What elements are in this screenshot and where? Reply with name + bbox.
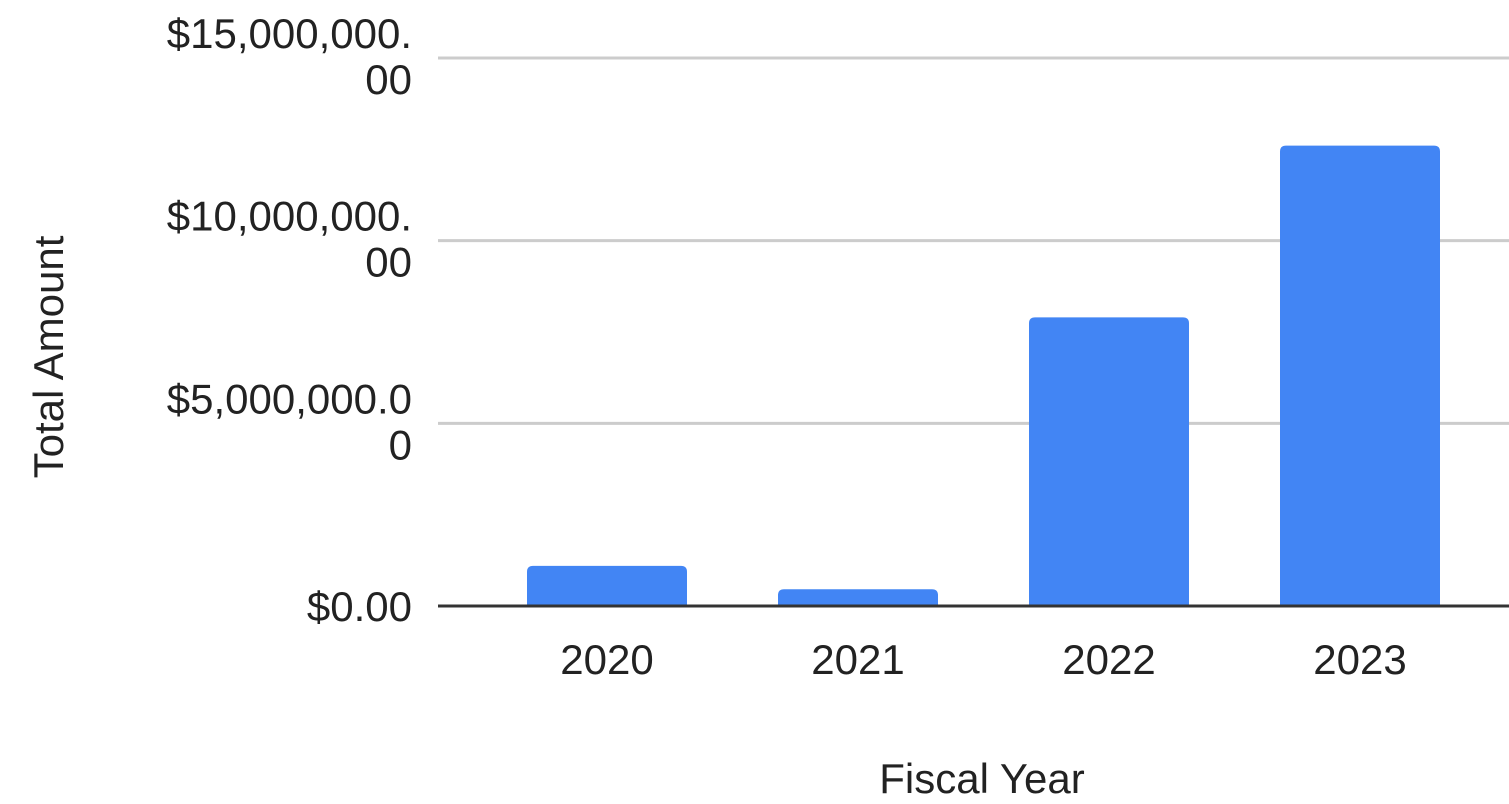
y-tick-label: $5,000,000.0 0 [167,375,412,468]
x-tick-label: 2022 [1062,636,1155,683]
y-axis-title: Total Amount [25,235,72,478]
y-tick-label: $15,000,000. 00 [167,10,412,103]
bar-2023 [1280,145,1440,606]
bar-2022 [1029,317,1189,606]
x-tick-label: 2021 [811,636,904,683]
x-tick-label: 2023 [1313,636,1406,683]
y-tick-label: $0.00 [307,583,412,630]
bar-2021 [778,589,938,606]
bar-2020 [527,565,687,606]
y-tick-label: $10,000,000. 00 [167,193,412,286]
y-axis-tick-labels: $0.00 $5,000,000.0 0 $10,000,000. 00 $15,000,… [167,10,412,630]
bars [527,145,1440,606]
x-axis-title: Fiscal Year [879,755,1084,802]
x-tick-label: 2020 [560,636,653,683]
x-axis-tick-labels: 2020 2021 2022 2023 [560,636,1406,683]
